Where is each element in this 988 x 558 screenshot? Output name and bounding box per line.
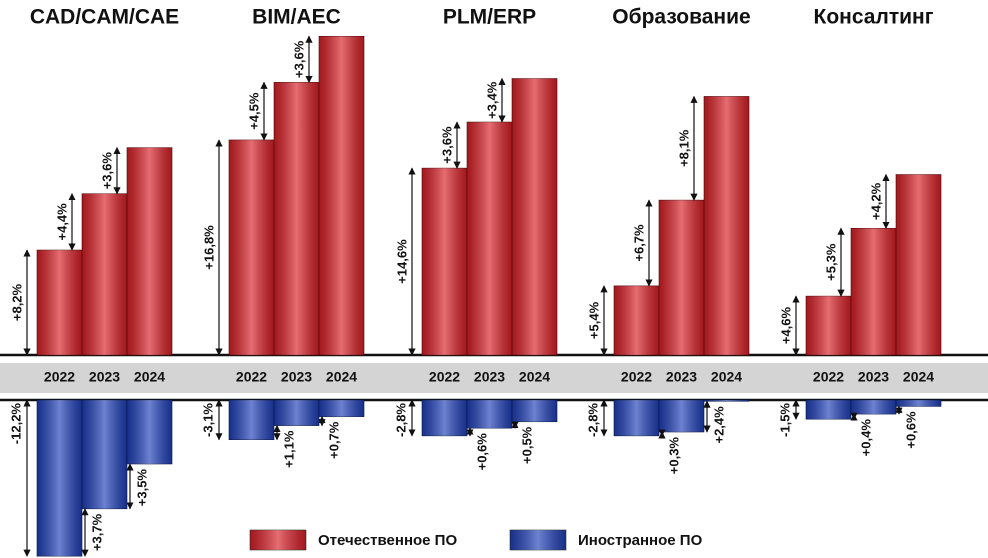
bar-shine	[229, 400, 274, 440]
year-label: 2023	[281, 369, 312, 385]
bar-shine	[512, 78, 557, 356]
year-label: 2023	[89, 369, 120, 385]
year-band	[0, 363, 988, 393]
bar-shine	[614, 400, 659, 436]
value-label: +5,4%	[586, 301, 601, 339]
year-label: 2022	[236, 369, 267, 385]
value-label: -2,8%	[585, 403, 600, 437]
bar-shine	[896, 174, 941, 355]
value-label: +0,5%	[519, 426, 534, 464]
year-label: 2022	[813, 369, 844, 385]
value-label: -2,8%	[393, 403, 408, 437]
year-label: 2023	[474, 369, 505, 385]
bar-shine	[422, 168, 467, 355]
bar-shine	[319, 400, 364, 417]
bar-shine	[274, 400, 319, 426]
panel-title: Консалтинг	[814, 6, 934, 29]
bar-shine	[229, 139, 274, 355]
bar-shine	[659, 400, 704, 432]
bar-shine	[806, 296, 851, 355]
bar-shine	[274, 82, 319, 356]
value-label: +8,1%	[676, 129, 691, 167]
value-label: +6,7%	[631, 224, 646, 262]
value-label: +3,6%	[99, 152, 114, 190]
value-label: +3,6%	[291, 40, 306, 78]
bar-shine	[806, 400, 851, 420]
bar-shine	[82, 193, 127, 355]
year-label: 2024	[519, 369, 550, 385]
value-label: -1,5%	[777, 403, 792, 437]
bar-shine	[422, 400, 467, 436]
value-label: +4,6%	[778, 307, 793, 345]
value-label: +0,6%	[903, 411, 918, 449]
value-label: +4,5%	[246, 92, 261, 130]
bar-shine	[467, 400, 512, 429]
value-label: -3,1%	[200, 403, 215, 437]
bar-shine	[704, 96, 749, 355]
year-label: 2023	[666, 369, 697, 385]
value-label: +4,2%	[868, 182, 883, 220]
bar-shine	[37, 400, 82, 557]
year-label: 2023	[858, 369, 889, 385]
bar-shine	[896, 400, 941, 407]
year-label: 2024	[326, 369, 357, 385]
value-label: -12,2%	[8, 403, 23, 445]
bar-shine	[82, 400, 127, 509]
year-label: 2022	[429, 369, 460, 385]
value-label: +1,1%	[281, 430, 296, 468]
year-label: 2024	[903, 369, 934, 385]
value-label: +3,7%	[89, 513, 104, 551]
value-label: +4,4%	[54, 203, 69, 241]
legend-label: Отечественное ПО	[318, 532, 457, 549]
value-label: +3,6%	[439, 126, 454, 164]
bar-shine	[659, 200, 704, 355]
value-label: +8,2%	[9, 283, 24, 321]
bar-shine	[614, 285, 659, 355]
panel-title: BIM/AEC	[252, 6, 341, 29]
value-label: +5,3%	[823, 243, 838, 281]
year-label: 2022	[44, 369, 75, 385]
bar-shine	[37, 250, 82, 355]
year-label: 2024	[711, 369, 742, 385]
bar-shine	[851, 400, 896, 415]
bar-shine	[704, 400, 749, 402]
value-label: +0,4%	[858, 419, 873, 457]
value-label: +3,4%	[484, 81, 499, 119]
panel-title: CAD/CAM/CAE	[30, 6, 179, 29]
value-label: +0,6%	[474, 433, 489, 471]
value-label: +14,6%	[394, 239, 409, 284]
bar-shine	[319, 36, 364, 355]
value-label: +16,8%	[201, 225, 216, 270]
value-label: +3,5%	[134, 469, 149, 507]
year-label: 2024	[134, 369, 165, 385]
bar-shine	[512, 400, 557, 422]
bar-shine	[467, 122, 512, 355]
value-label: +0,7%	[326, 421, 341, 459]
legend-swatch-shine	[250, 530, 306, 550]
bar-shine	[127, 400, 172, 464]
legend-label: Иностранное ПО	[578, 532, 703, 549]
bar-shine	[851, 228, 896, 355]
bar-shine	[127, 147, 172, 355]
legend-swatch-shine	[510, 530, 566, 550]
year-label: 2022	[621, 369, 652, 385]
panel-title: PLM/ERP	[443, 6, 536, 29]
value-label: +2,4%	[711, 406, 726, 444]
panel-title: Образование	[612, 6, 750, 29]
value-label: +0,3%	[666, 437, 681, 475]
